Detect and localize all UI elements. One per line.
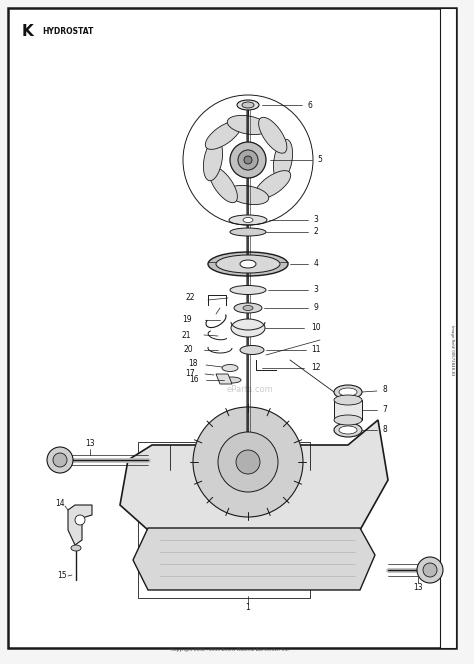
Text: HYDROSTAT: HYDROSTAT (42, 27, 93, 36)
Circle shape (75, 515, 85, 525)
Ellipse shape (203, 139, 223, 181)
Text: 3: 3 (314, 286, 319, 295)
Circle shape (417, 557, 443, 583)
Text: 21: 21 (181, 331, 191, 339)
Ellipse shape (231, 319, 265, 337)
Circle shape (238, 150, 258, 170)
Polygon shape (120, 420, 388, 530)
Polygon shape (68, 505, 92, 545)
Text: 20: 20 (183, 345, 193, 355)
Ellipse shape (205, 121, 241, 149)
Text: Image Ref# 00572848-83: Image Ref# 00572848-83 (450, 325, 454, 375)
Text: 3: 3 (314, 216, 319, 224)
Ellipse shape (243, 218, 253, 222)
Text: 8: 8 (383, 426, 387, 434)
Ellipse shape (230, 286, 266, 295)
Ellipse shape (223, 377, 241, 383)
Text: 9: 9 (314, 303, 319, 313)
Ellipse shape (222, 365, 238, 371)
Text: K: K (22, 24, 34, 39)
Ellipse shape (208, 252, 288, 276)
Ellipse shape (334, 395, 362, 405)
Text: 7: 7 (383, 406, 387, 414)
Text: 8: 8 (383, 386, 387, 394)
Text: 15: 15 (57, 572, 67, 580)
Text: 22: 22 (185, 293, 195, 303)
Circle shape (236, 450, 260, 474)
Ellipse shape (334, 415, 362, 425)
Bar (334, 400, 362, 420)
Circle shape (53, 453, 67, 467)
Ellipse shape (234, 303, 262, 313)
Text: 16: 16 (189, 376, 199, 384)
Ellipse shape (227, 185, 269, 205)
Text: 1: 1 (246, 604, 250, 612)
Ellipse shape (229, 215, 267, 225)
Text: 4: 4 (314, 260, 319, 268)
Text: 12: 12 (311, 363, 321, 373)
Polygon shape (133, 528, 375, 590)
Ellipse shape (216, 255, 280, 273)
Text: 10: 10 (311, 323, 321, 333)
Ellipse shape (255, 171, 291, 199)
Text: 6: 6 (308, 100, 312, 110)
Ellipse shape (242, 102, 254, 108)
Ellipse shape (240, 345, 264, 355)
Text: 14: 14 (55, 499, 65, 507)
Text: 2: 2 (314, 228, 319, 236)
Text: eParts.com: eParts.com (227, 386, 273, 394)
Ellipse shape (243, 305, 253, 311)
Text: 19: 19 (182, 315, 192, 325)
Text: 18: 18 (188, 359, 198, 367)
Text: 11: 11 (311, 345, 321, 355)
Bar (440, 8, 456, 648)
Text: Copyright 2004 - 2019 Ariens Material Aid Center, Inc.: Copyright 2004 - 2019 Ariens Material Ai… (171, 648, 289, 652)
Circle shape (218, 432, 278, 492)
Circle shape (193, 407, 303, 517)
Circle shape (47, 447, 73, 473)
Ellipse shape (209, 167, 237, 203)
Ellipse shape (227, 116, 269, 135)
Circle shape (423, 563, 437, 577)
Polygon shape (216, 374, 232, 384)
Ellipse shape (71, 545, 81, 551)
Ellipse shape (237, 100, 259, 110)
Circle shape (244, 156, 252, 164)
Ellipse shape (334, 423, 362, 437)
Text: 13: 13 (413, 584, 423, 592)
Text: 17: 17 (185, 369, 195, 378)
Ellipse shape (334, 385, 362, 399)
Ellipse shape (339, 388, 357, 396)
Text: 13: 13 (85, 438, 95, 448)
Circle shape (183, 95, 313, 225)
Ellipse shape (240, 260, 256, 268)
Circle shape (230, 142, 266, 178)
Ellipse shape (339, 426, 357, 434)
Ellipse shape (273, 139, 292, 181)
Text: 5: 5 (318, 155, 322, 165)
Ellipse shape (230, 228, 266, 236)
Ellipse shape (259, 118, 287, 153)
